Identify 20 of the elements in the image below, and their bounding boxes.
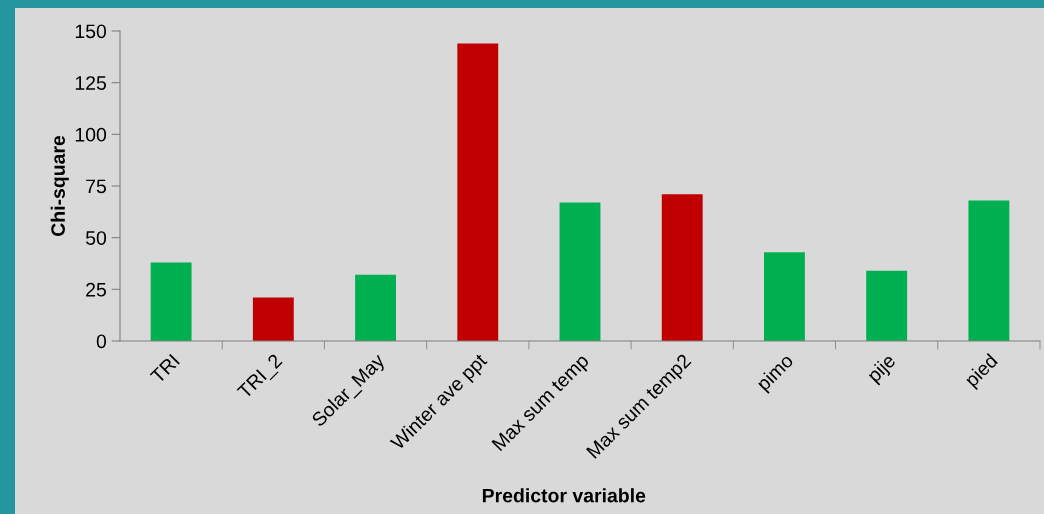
bar [252,297,294,341]
bar [866,270,908,341]
y-tick-label: 50 [85,231,107,245]
bar [764,252,805,341]
y-axis-title: Chi-square [50,135,69,236]
y-tick-label: 100 [75,127,107,142]
bar [661,194,703,341]
y-tick-label: 25 [86,282,106,297]
bar [355,274,396,341]
x-tick-label: pije [866,352,899,386]
x-axis-title: Predictor variable [482,488,646,503]
y-tick-label: 0 [96,334,107,349]
bar [559,202,601,341]
bar [457,43,499,341]
y-tick-label: 75 [86,179,106,194]
bar [150,262,192,341]
x-tick-label: TRI [149,353,180,384]
bar [968,200,1010,341]
y-tick-label: 125 [75,76,106,90]
y-tick-label: 150 [75,24,107,39]
